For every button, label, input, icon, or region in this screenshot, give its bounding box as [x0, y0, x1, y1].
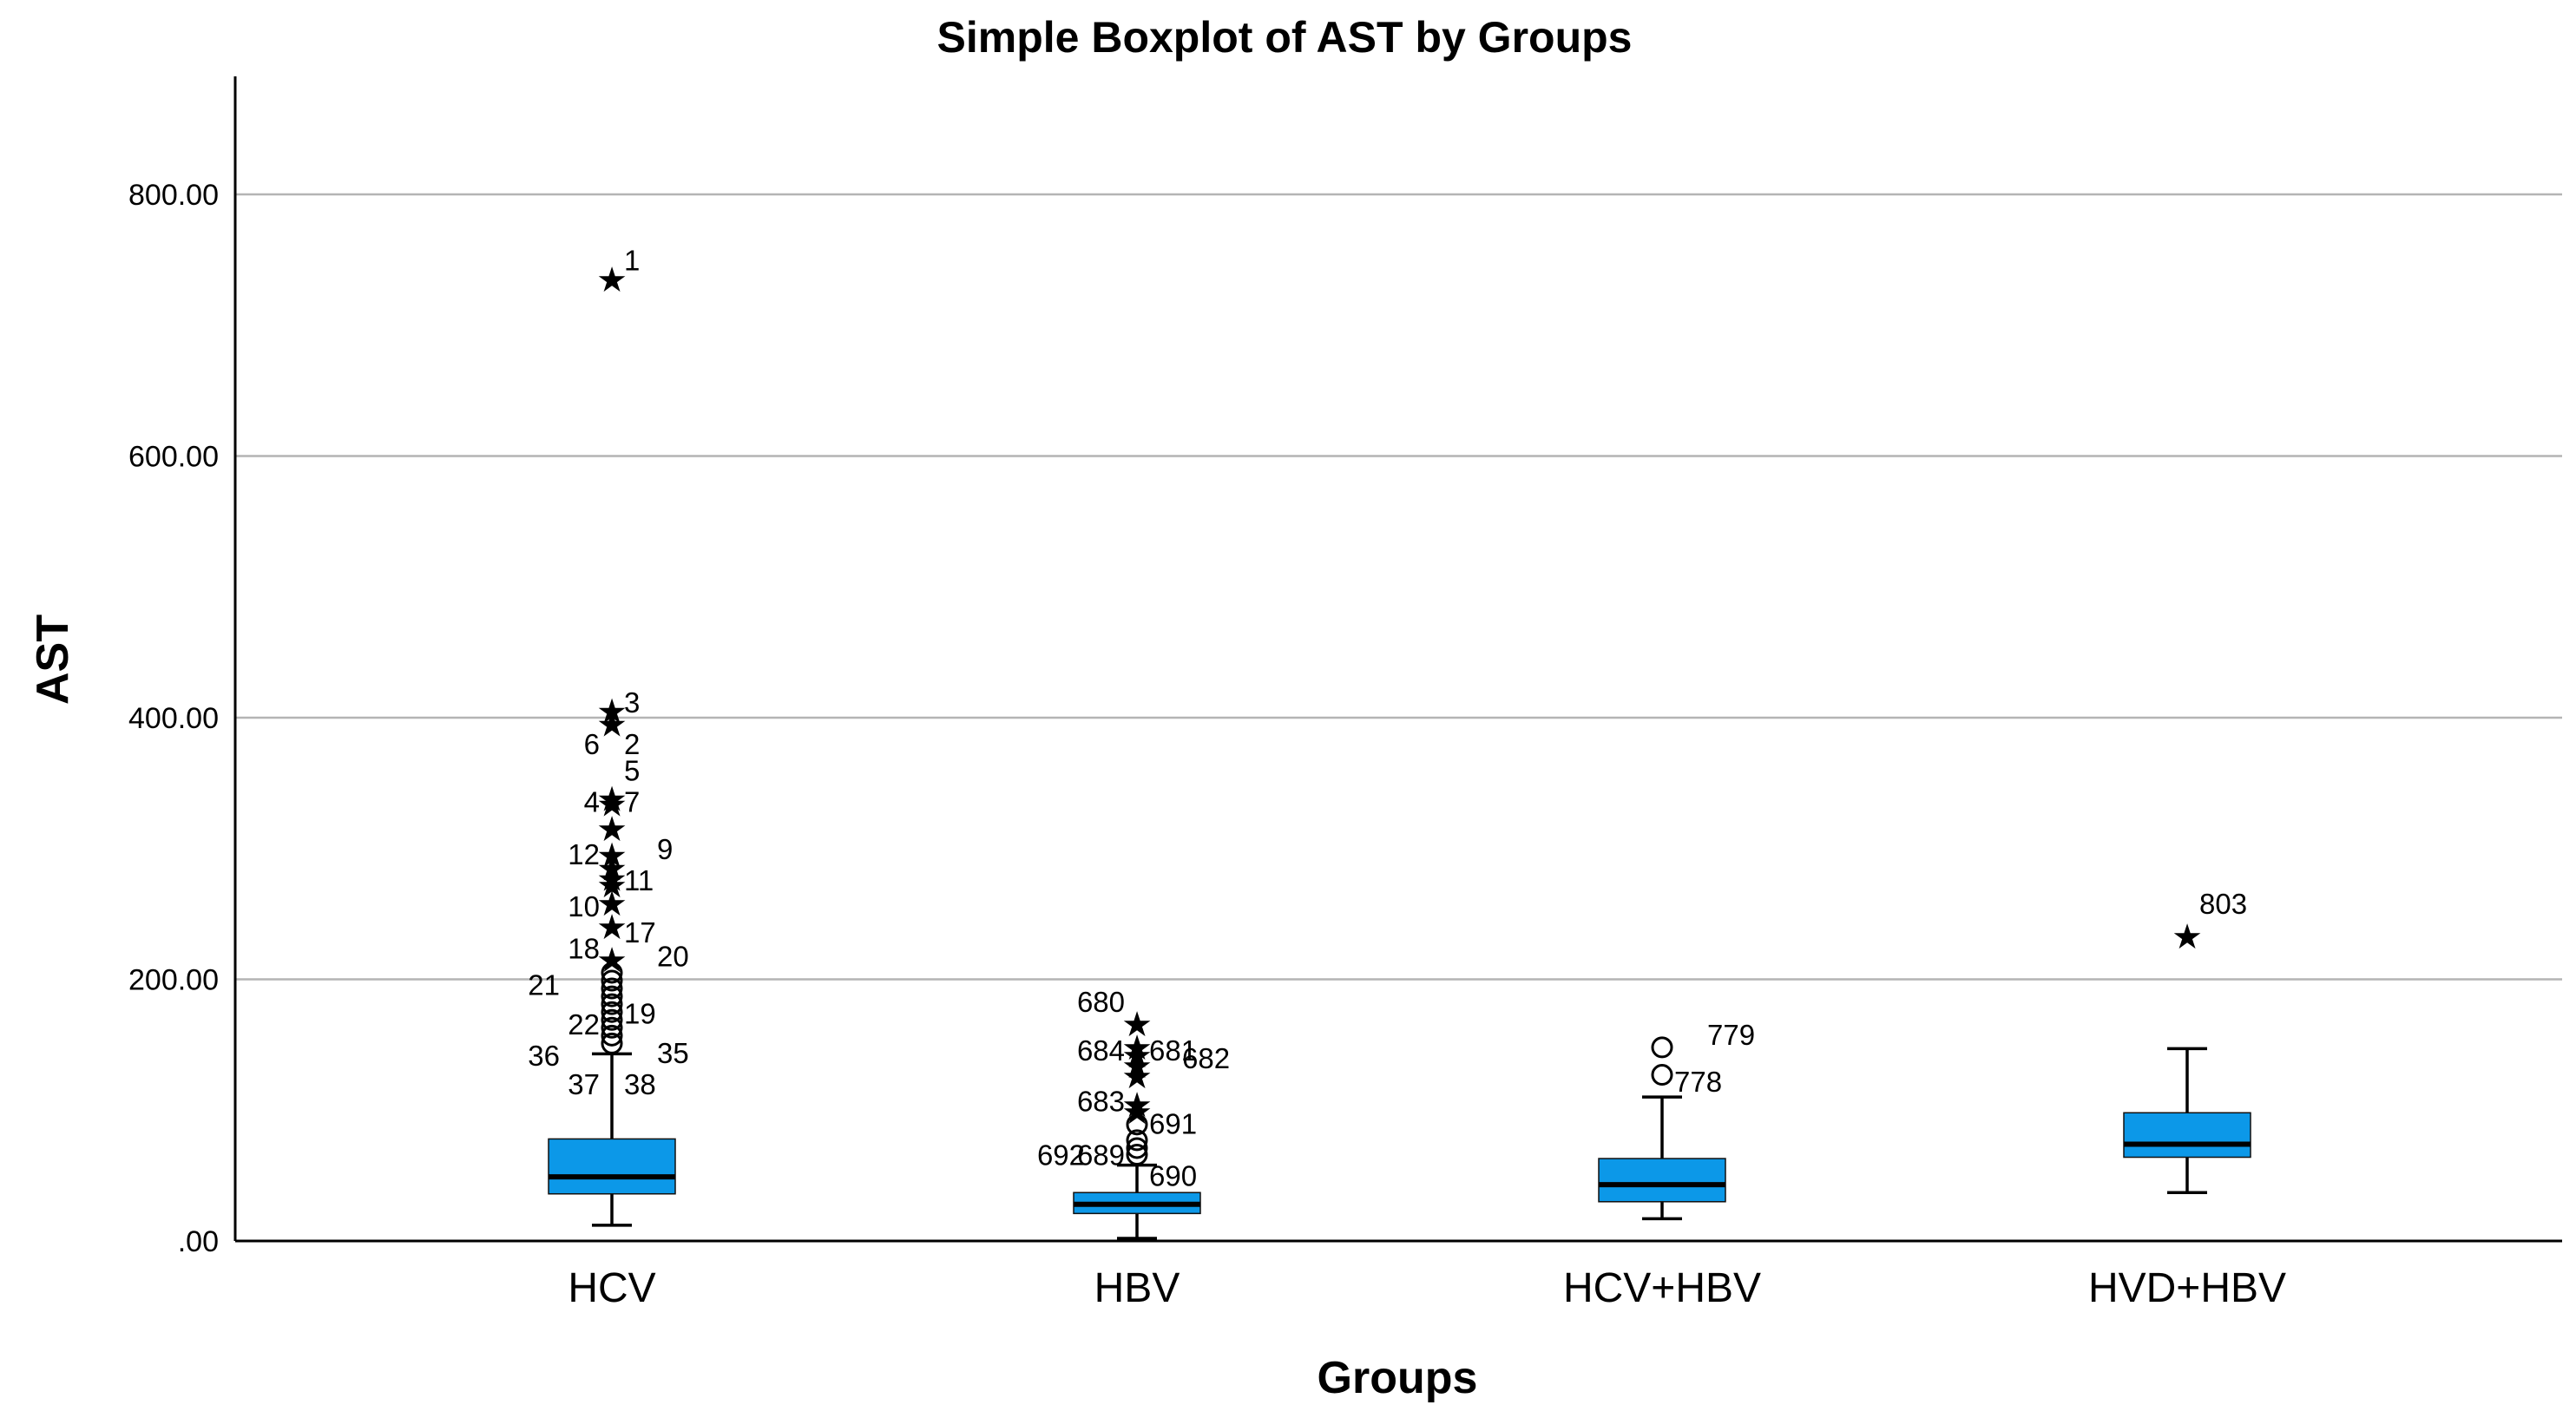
x-tick-label: HCV: [568, 1265, 655, 1311]
outlier-circle: [1126, 1129, 1148, 1152]
outlier-label: 18: [568, 932, 600, 964]
x-tick-label: HBV: [1094, 1265, 1180, 1311]
outlier-label: 7: [624, 785, 640, 817]
outlier-label: 691: [1149, 1107, 1197, 1139]
outlier-label: 684: [1077, 1034, 1125, 1067]
outlier-label: 690: [1149, 1160, 1197, 1192]
box-iqr: [1598, 1158, 1726, 1203]
outlier-label: 17: [624, 916, 656, 949]
outlier-label: 9: [657, 833, 673, 865]
outlier-label: 6: [584, 728, 600, 760]
boxes: [548, 1047, 2251, 1240]
outlier-circle: [1126, 1144, 1148, 1166]
outlier-circle: [1651, 1036, 1673, 1059]
outliers: ★★★★★★★★★★★★★★★★★★★★★: [596, 260, 2203, 1166]
outlier-label: 681: [1149, 1034, 1197, 1067]
outlier-circle: [1126, 1113, 1148, 1136]
outlier-circle: [601, 1016, 623, 1039]
outlier-label: 36: [528, 1040, 560, 1072]
outlier-label: 10: [568, 890, 600, 922]
x-axis-ticks: HCV HBV HCV+HBV HVD+HBV: [568, 1265, 2286, 1311]
outlier-circle: [1651, 1064, 1673, 1086]
outlier-label: 682: [1182, 1042, 1230, 1074]
outlier-star: ★: [596, 941, 628, 981]
outlier-label: 779: [1707, 1019, 1755, 1051]
box-iqr: [2123, 1112, 2251, 1159]
outlier-star: ★: [596, 260, 628, 300]
y-tick-label: 600.00: [128, 441, 219, 474]
outlier-label: 4: [584, 785, 600, 817]
outlier-label: 1: [624, 244, 640, 276]
outlier-label: 35: [657, 1037, 689, 1069]
outlier-star: ★: [1121, 1028, 1153, 1068]
outlier-star: ★: [596, 866, 628, 906]
outlier-star: ★: [1121, 1086, 1153, 1126]
outlier-star: ★: [596, 784, 628, 824]
outlier-label: 20: [657, 940, 689, 972]
outlier-star: ★: [596, 859, 628, 899]
outlier-star: ★: [596, 706, 628, 745]
outlier-circle: [601, 1032, 623, 1054]
outlier-star: ★: [596, 908, 628, 948]
outlier-star: ★: [596, 836, 628, 876]
outlier-circle: [601, 993, 623, 1015]
outlier-star: ★: [1121, 1057, 1153, 1097]
outlier-circle: [601, 962, 623, 984]
outlier-circle: [601, 1024, 623, 1047]
outlier-star: ★: [596, 779, 628, 819]
outlier-label: 22: [568, 1008, 600, 1041]
x-axis-title: Groups: [1318, 1353, 1478, 1403]
outlier-star: ★: [1121, 1093, 1153, 1132]
outlier-label: 11: [624, 864, 654, 896]
outlier-star: ★: [1121, 1047, 1153, 1086]
outlier-circle: [601, 985, 623, 1008]
outlier-label: 692: [1037, 1139, 1085, 1172]
box-iqr: [548, 1138, 676, 1195]
outlier-star: ★: [1121, 1036, 1153, 1076]
outlier-star: ★: [596, 692, 628, 732]
outlier-star: ★: [596, 884, 628, 924]
outlier-label: 5: [624, 754, 640, 786]
outlier-label: 3: [624, 686, 640, 719]
outlier-label: 803: [2199, 888, 2247, 920]
outlier-circle: [601, 969, 623, 992]
y-tick-label: 200.00: [128, 964, 219, 997]
outlier-label: 21: [528, 969, 560, 1001]
outlier-label: 680: [1077, 986, 1125, 1018]
outlier-circle: [601, 1001, 623, 1023]
outlier-star: ★: [2172, 917, 2203, 957]
x-tick-label: HVD+HBV: [2088, 1265, 2286, 1311]
outlier-star: ★: [596, 810, 628, 850]
x-tick-label: HCV+HBV: [1563, 1265, 1761, 1311]
outlier-star: ★: [596, 849, 628, 889]
outlier-label: 689: [1077, 1139, 1125, 1172]
y-axis-title: AST: [28, 614, 78, 705]
outlier-label: 12: [568, 838, 600, 870]
outlier-label: 2: [624, 728, 640, 760]
outlier-label: 19: [624, 998, 656, 1030]
outlier-circle: [601, 1008, 623, 1031]
outlier-label: 37: [568, 1068, 600, 1100]
outlier-circle: [601, 977, 623, 1000]
gridlines: [235, 193, 2562, 981]
y-axis-ticks: .00 200.00 400.00 600.00 800.00: [128, 179, 219, 1258]
chart-title: Simple Boxplot of AST by Groups: [937, 13, 1633, 62]
outlier-label: 683: [1077, 1086, 1125, 1118]
outlier-label: 38: [624, 1068, 656, 1100]
outlier-label: 778: [1674, 1066, 1722, 1098]
outlier-star: ★: [1121, 1005, 1153, 1045]
y-tick-label: 800.00: [128, 179, 219, 212]
y-tick-label: .00: [178, 1225, 219, 1258]
y-tick-label: 400.00: [128, 702, 219, 735]
outlier-circle: [1126, 1137, 1148, 1159]
